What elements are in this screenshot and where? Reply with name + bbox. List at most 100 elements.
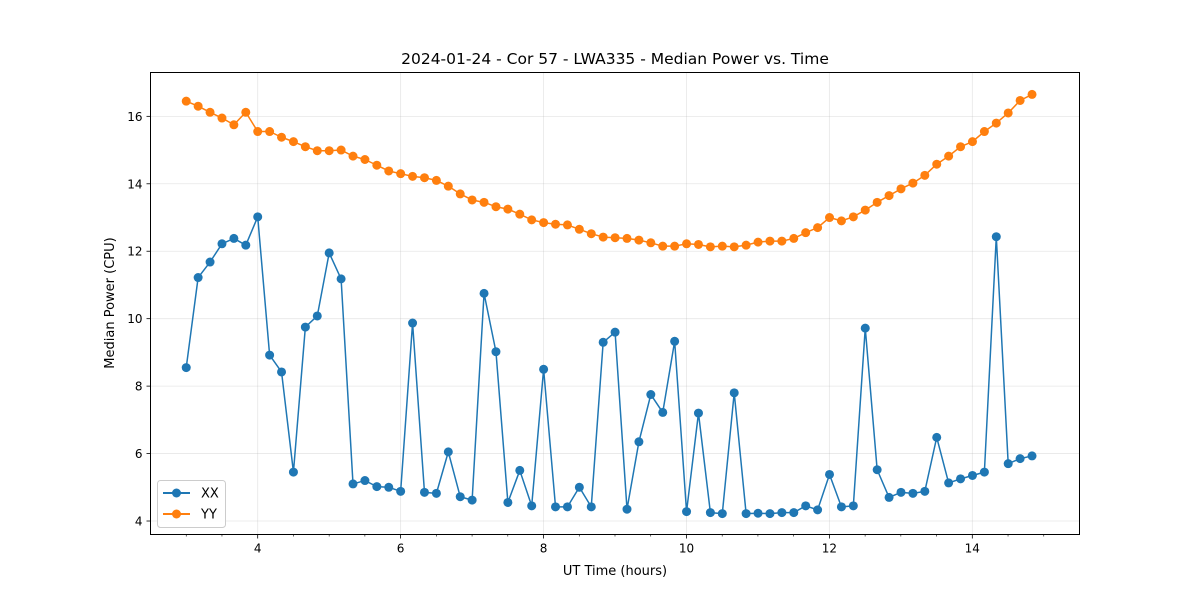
series-yy-point bbox=[813, 223, 823, 233]
series-xx-point bbox=[836, 502, 846, 512]
series-xx-point bbox=[229, 233, 239, 243]
series-xx-point bbox=[908, 488, 918, 498]
series-yy-line bbox=[185, 93, 1033, 248]
series-yy-point bbox=[503, 204, 513, 214]
series-xx-point bbox=[610, 327, 620, 337]
series-yy-point bbox=[443, 181, 453, 191]
series-xx-point bbox=[241, 240, 251, 250]
series-xx-point bbox=[693, 408, 703, 418]
series-xx-point bbox=[646, 390, 656, 400]
series-yy-point bbox=[300, 142, 310, 152]
grid bbox=[150, 72, 1080, 535]
y-tick-label: 10 bbox=[127, 312, 142, 326]
series-yy-point bbox=[574, 224, 584, 234]
series-xx-point bbox=[300, 322, 310, 332]
series-yy-point bbox=[658, 241, 668, 251]
series-yy-point bbox=[277, 132, 287, 142]
x-tick-label: 12 bbox=[822, 542, 837, 556]
series-xx-point bbox=[979, 467, 989, 477]
series-yy-point bbox=[539, 218, 549, 228]
series-xx-point bbox=[431, 488, 441, 498]
series-yy-point bbox=[193, 101, 203, 111]
series-yy-point bbox=[527, 215, 537, 225]
series-yy-point bbox=[956, 142, 966, 152]
series-xx-point bbox=[348, 479, 358, 489]
series-xx-point bbox=[920, 486, 930, 496]
series-xx-point bbox=[419, 487, 429, 497]
series-xx-point bbox=[622, 504, 632, 514]
legend-yy-label: YY bbox=[200, 508, 217, 523]
x-tick-label: 4 bbox=[254, 542, 262, 556]
series-xx-point bbox=[860, 323, 870, 333]
series-yy-point bbox=[991, 118, 1001, 128]
x-tick-label: 14 bbox=[965, 542, 980, 556]
series-yy-point bbox=[586, 229, 596, 239]
series-yy-point bbox=[336, 145, 346, 155]
series-yy-point bbox=[265, 127, 275, 137]
series-xx-point bbox=[515, 465, 525, 475]
series-xx-point bbox=[360, 476, 370, 486]
legend-xx-marker bbox=[172, 488, 181, 498]
series-yy-point bbox=[229, 120, 239, 130]
series-yy-point bbox=[717, 241, 727, 251]
series-xx-point bbox=[634, 437, 644, 447]
series-yy-point bbox=[217, 113, 227, 123]
series-xx-point bbox=[455, 492, 465, 502]
series-yy-point bbox=[920, 170, 930, 180]
series-xx-point bbox=[277, 367, 287, 377]
chart-title: 2024-01-24 - Cor 57 - LWA335 - Median Po… bbox=[401, 50, 829, 68]
legend: XX YY bbox=[157, 480, 226, 528]
series-xx-point bbox=[884, 492, 894, 502]
series-yy-point bbox=[288, 137, 298, 147]
series-yy-point bbox=[324, 146, 334, 156]
series-xx-point bbox=[765, 509, 775, 519]
y-tick-label: 16 bbox=[127, 110, 142, 124]
series-yy-point bbox=[848, 212, 858, 222]
series-xx-point bbox=[479, 288, 489, 298]
series-yy-point bbox=[360, 155, 370, 164]
series-yy-point bbox=[789, 233, 799, 243]
x-tick-label: 8 bbox=[540, 542, 548, 556]
x-tick-label: 6 bbox=[397, 542, 405, 556]
series-xx-point bbox=[598, 337, 608, 347]
series-xx-point bbox=[753, 508, 763, 518]
series-yy-point bbox=[860, 205, 870, 215]
series-yy-point bbox=[431, 175, 441, 185]
series-yy-point bbox=[598, 232, 608, 242]
series-xx-point bbox=[193, 273, 203, 283]
series-xx-point bbox=[777, 508, 787, 518]
series-yy-point bbox=[312, 146, 322, 156]
series-xx-point bbox=[1003, 459, 1013, 469]
series-xx-point bbox=[944, 478, 954, 488]
series-xx-point bbox=[896, 487, 906, 497]
series-yy-point bbox=[705, 242, 715, 252]
series-xx-point bbox=[312, 311, 322, 321]
series-xx-point bbox=[670, 336, 680, 346]
series-yy-point bbox=[682, 239, 692, 249]
series-xx-point bbox=[813, 505, 823, 515]
series-yy-point bbox=[932, 159, 942, 169]
series-xx-point bbox=[539, 364, 549, 374]
series-xx-point bbox=[408, 318, 418, 328]
series-xx-point bbox=[562, 502, 572, 512]
series-xx-point bbox=[527, 501, 537, 511]
series-xx-point bbox=[181, 363, 191, 373]
axis-ticks: 4 6 8 10 12 14 4 6 8 10 12 14 16 bbox=[127, 110, 1045, 556]
series-yy-point bbox=[1027, 89, 1037, 99]
series-yy-point bbox=[729, 242, 739, 252]
series-yy-point bbox=[670, 241, 680, 251]
series-yy-point bbox=[967, 137, 977, 147]
series-xx-point bbox=[801, 501, 811, 511]
series-xx-line bbox=[185, 216, 1033, 515]
series-yy-point bbox=[455, 189, 465, 199]
series-yy-point bbox=[693, 239, 703, 249]
series-yy-point bbox=[181, 96, 191, 106]
series-xx-point bbox=[384, 482, 394, 492]
series-xx-point bbox=[467, 495, 477, 505]
series-yy-point bbox=[253, 127, 263, 137]
legend-xx-label: XX bbox=[201, 487, 219, 502]
series-xx-point bbox=[586, 502, 596, 512]
series-xx-point bbox=[1027, 451, 1037, 461]
series-xx-point bbox=[729, 388, 739, 398]
